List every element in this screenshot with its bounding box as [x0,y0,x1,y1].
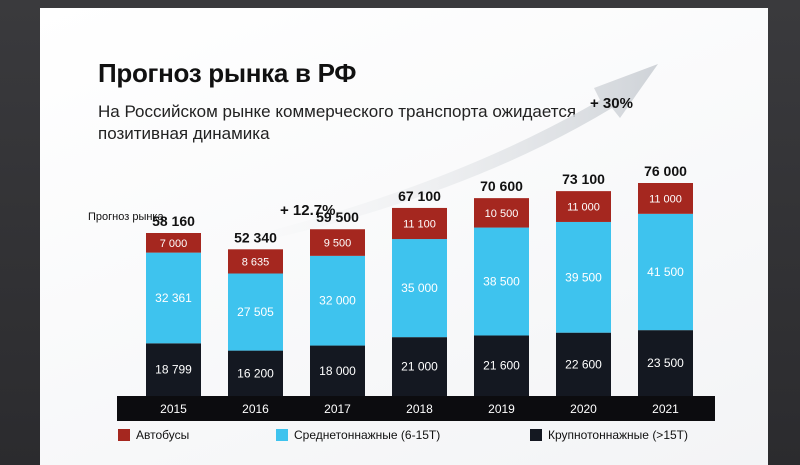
bar-segment [146,252,201,344]
data-label: 18 000 [319,364,356,378]
x-axis-band [117,396,715,421]
x-tick-label: 2016 [242,402,269,416]
data-label: 11 100 [403,218,436,230]
data-label: 9 500 [324,238,352,250]
total-label: 59 500 [316,209,359,225]
data-label: 16 200 [237,366,274,380]
bar-segment [638,183,693,214]
legend-item-medium: Среднетоннажные (6-15Т) [276,428,440,442]
legend-swatch-buses [118,429,130,441]
bar-segment [392,207,447,240]
data-label: 18 799 [155,363,192,377]
legend-item-heavy: Крупнотоннажные (>15Т) [530,428,688,442]
data-label: 27 505 [237,305,274,319]
data-label: 8 635 [242,256,270,268]
growth-annotation: + 30% [590,95,633,112]
bar-segment [556,332,611,396]
legend-label-medium: Среднетоннажные (6-15Т) [294,428,441,442]
data-label: 23 500 [647,356,684,370]
data-label: 11 000 [649,193,682,205]
total-label: 52 340 [234,229,277,245]
x-tick-label: 2018 [406,402,433,416]
x-tick-label: 2019 [488,402,515,416]
data-label: 41 500 [647,265,684,279]
bar-segment [638,213,693,331]
legend-swatch-heavy [530,429,542,441]
bar-segment [392,337,447,396]
data-label: 32 361 [155,291,192,305]
bar-segment [392,239,447,338]
total-label: 76 000 [644,163,687,179]
data-label: 21 600 [483,359,520,373]
data-label: 35 000 [401,281,438,295]
growth-annotation: + 12.7% [280,202,335,219]
total-label: 67 100 [398,188,441,204]
bar-segment [228,350,283,396]
bar-segment [146,233,201,253]
total-label: 73 100 [562,171,605,187]
chart-title: Прогноз рынка в РФ [98,58,357,88]
total-label: 58 160 [152,213,195,229]
bar-segment [638,330,693,396]
bar-segment [556,191,611,222]
data-label: 10 500 [485,208,519,220]
x-tick-label: 2021 [652,402,679,416]
data-label: 39 500 [565,270,602,284]
bar-segment [228,249,283,274]
data-label: 38 500 [483,275,520,289]
x-tick-label: 2015 [160,402,187,416]
total-label: 70 600 [480,178,523,194]
bar-segment [474,198,529,228]
legend-label-buses: Автобусы [136,428,190,442]
bar-segment [310,229,365,256]
data-label: 7 000 [160,238,188,250]
legend-swatch-medium [276,429,288,441]
bar-segment [146,343,201,396]
data-label: 11 000 [567,202,600,214]
legend-item-buses: Автобусы [118,428,189,442]
bar-segment [228,273,283,351]
data-label: 22 600 [565,357,602,371]
data-label: 21 000 [401,360,438,374]
x-tick-label: 2017 [324,402,351,416]
forecast-label: Прогноз рынка [88,211,164,223]
data-label: 32 000 [319,294,356,308]
legend: Автобусы Среднетоннажные (6-15Т) Крупнот… [0,428,800,448]
bar-segment [310,345,365,396]
bar-segment [474,227,529,336]
bar-segment [556,221,611,333]
chart-subtitle: На Российском рынке коммерческого трансп… [98,102,577,143]
legend-label-heavy: Крупнотоннажные (>15Т) [548,428,688,442]
bar-segment [310,255,365,346]
growth-arrow [150,64,658,262]
bar-segment [474,335,529,396]
x-tick-label: 2020 [570,402,597,416]
